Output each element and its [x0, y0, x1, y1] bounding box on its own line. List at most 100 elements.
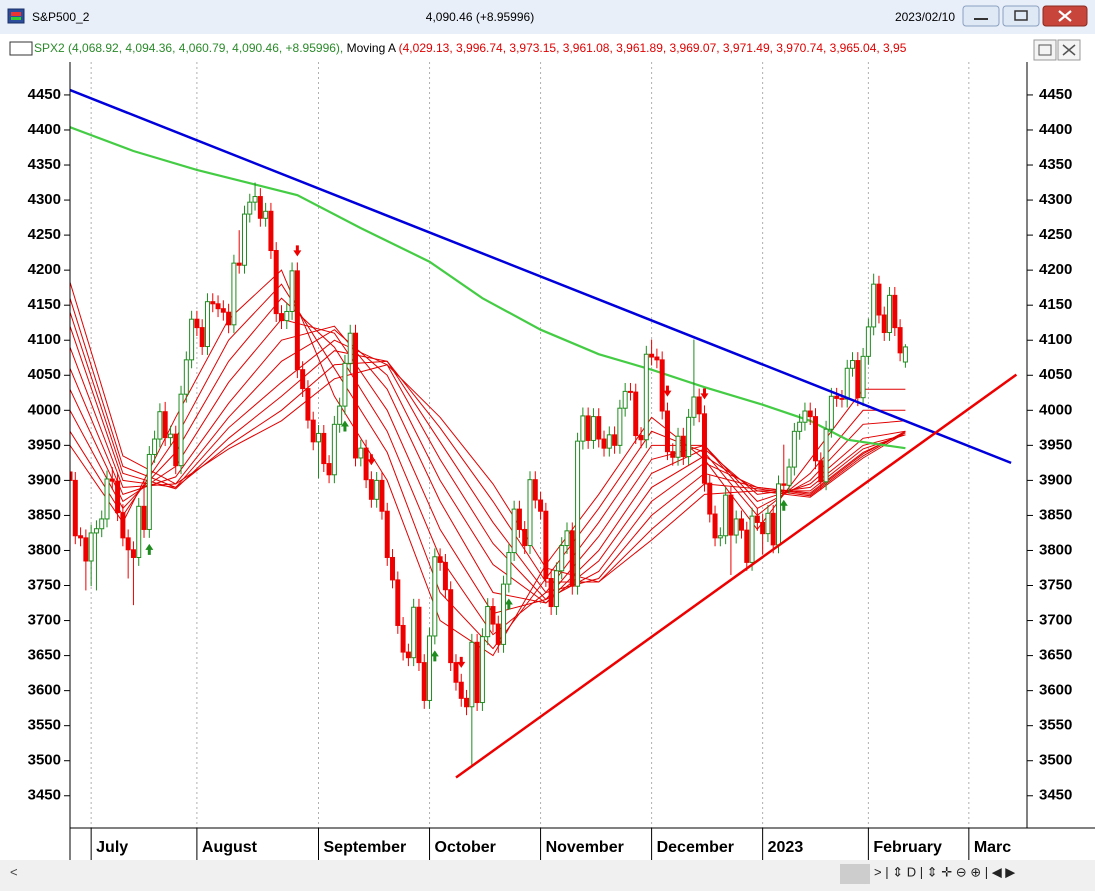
scrollbar[interactable]: [0, 860, 1095, 891]
candle-body: [585, 415, 591, 441]
x-tick-label: February: [873, 839, 942, 856]
candle-body: [93, 528, 99, 534]
legend-toggle[interactable]: [9, 41, 33, 56]
candle-body: [564, 530, 570, 547]
y-tick-label: 4200: [28, 261, 61, 278]
legend-ma-name: Moving A: [347, 41, 396, 55]
candle-body: [601, 438, 607, 449]
candle-body: [723, 494, 729, 537]
candle-body: [892, 294, 898, 329]
candle-body: [876, 283, 882, 316]
candle-body: [622, 390, 628, 409]
minimize-button[interactable]: [962, 5, 1000, 27]
candle-body: [152, 438, 158, 455]
candle-body: [538, 499, 544, 512]
y-tick-label: 3700: [28, 612, 61, 629]
candle-body: [701, 413, 707, 484]
scroll-thumb[interactable]: [840, 864, 870, 884]
y-tick-label: 4250: [28, 226, 61, 243]
candle-body: [305, 388, 311, 421]
candle-body: [902, 346, 908, 363]
candle-body: [485, 606, 491, 638]
candle-body: [109, 478, 115, 482]
candle-body: [638, 435, 644, 441]
y-tick-label: 3800: [28, 541, 61, 558]
candle-body: [760, 521, 766, 535]
candle-body: [157, 411, 163, 440]
candle-body: [220, 308, 226, 313]
candle-body: [511, 508, 517, 554]
candle-body: [390, 556, 396, 581]
app-icon: [7, 8, 25, 24]
candle-body: [495, 623, 501, 645]
candle-body: [178, 393, 184, 467]
candle-body: [210, 301, 216, 305]
candle-body: [83, 537, 89, 562]
candle-body: [490, 606, 496, 625]
x-tick-label: Marc: [974, 839, 1011, 856]
toolbar[interactable]: > | ⇕ D | ⇕ ✛ ⊖ ⊕ | ◀ ▶: [874, 864, 1015, 879]
candle-body: [559, 545, 565, 572]
candle-body: [300, 369, 306, 390]
axes: 3450 3450 3500 3500 3550 3550 3600 3600 3650 3650…: [28, 62, 1095, 860]
y-tick-label-right: 3650: [1039, 647, 1072, 664]
ma-line: [70, 269, 906, 657]
x-tick-label: August: [202, 839, 258, 856]
y-tick-label-right: 4150: [1039, 296, 1072, 313]
candle-body: [167, 433, 173, 439]
candle-body: [479, 636, 485, 704]
candle-body: [775, 483, 781, 546]
candle-body: [358, 447, 364, 459]
candle-body: [204, 301, 210, 348]
candle-body: [575, 440, 581, 587]
y-tick-label-right: 3950: [1039, 436, 1072, 453]
candle-body: [675, 435, 681, 458]
y-tick-label-right: 3850: [1039, 506, 1072, 523]
candle-body: [686, 416, 692, 458]
candle-body: [717, 535, 723, 539]
candle-body: [442, 561, 448, 591]
y-tick-label: 4150: [28, 296, 61, 313]
candle-body: [712, 513, 718, 539]
candle-body: [141, 505, 147, 530]
candle-body: [580, 415, 586, 442]
candle-body: [844, 367, 850, 400]
candle-body: [368, 479, 374, 500]
candle-body: [437, 556, 443, 563]
candle-body: [194, 318, 200, 329]
x-tick-label: July: [96, 839, 128, 856]
candle-body: [231, 262, 237, 326]
candle-body: [400, 624, 406, 653]
candle-body: [115, 480, 121, 514]
window-title: S&P500_2: [32, 10, 90, 24]
candle-body: [633, 391, 639, 437]
candle-body: [252, 196, 258, 203]
candle-body: [72, 479, 78, 537]
window-quote: 4,090.46 (+8.95996): [426, 10, 534, 24]
maximize-button[interactable]: [1002, 5, 1040, 27]
candle-body: [226, 311, 232, 326]
y-tick-label: 3500: [28, 752, 61, 769]
scroll-left[interactable]: <: [10, 864, 18, 879]
y-tick-label: 3550: [28, 717, 61, 734]
candle-body: [834, 395, 840, 399]
y-tick-label: 4350: [28, 156, 61, 173]
long-ma-line: [70, 126, 906, 450]
y-tick-label-right: 3800: [1039, 541, 1072, 558]
candle-body: [427, 635, 433, 701]
candle-body: [416, 606, 422, 664]
candle-body: [125, 537, 131, 551]
candle-body: [316, 432, 322, 443]
candle-body: [284, 310, 290, 322]
candle-body: [120, 512, 126, 539]
candle-body: [241, 213, 247, 266]
candle-body: [411, 606, 417, 659]
y-tick-label-right: 4400: [1039, 121, 1072, 138]
y-tick-label: 3450: [28, 787, 61, 804]
candle-body: [173, 433, 179, 467]
pane-restore[interactable]: [1033, 39, 1057, 61]
candle-body: [802, 410, 808, 423]
y-tick-label-right: 3750: [1039, 576, 1072, 593]
y-tick-label: 3650: [28, 647, 61, 664]
candle-body: [374, 479, 380, 500]
